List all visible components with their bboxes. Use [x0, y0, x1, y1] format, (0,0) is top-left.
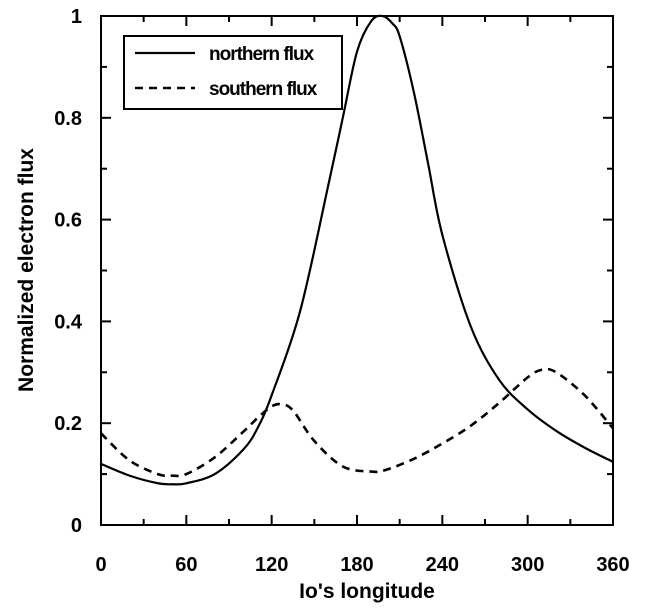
legend-label-northern: northern flux	[209, 44, 315, 65]
series-lines	[100, 14, 614, 486]
y-axis-title: Normalized electron flux	[15, 148, 38, 392]
y-tick-label: 0.2	[54, 413, 82, 435]
y-tick-label: 0	[71, 515, 82, 537]
x-tick-label: 60	[175, 554, 197, 576]
x-axis-title: Io's longitude	[299, 580, 435, 603]
series-line-northern	[100, 14, 614, 486]
legend-box	[123, 35, 343, 110]
series-line-southern	[100, 367, 614, 478]
x-tick-label: 120	[255, 554, 288, 576]
y-tick-label: 0.6	[54, 210, 82, 232]
x-tick-label: 180	[340, 554, 373, 576]
axes: 0 60 120 180 240 300 360 0 0.2 0.4 0.6 0.8 1	[54, 6, 630, 576]
legend-label-southern: southern flux	[209, 79, 318, 100]
y-tick-label: 1	[71, 6, 82, 28]
y-tick-label: 0.8	[54, 108, 82, 130]
legend: northern flux southern flux	[123, 35, 343, 110]
y-tick-label: 0.4	[54, 311, 83, 333]
x-tick-label: 300	[511, 554, 544, 576]
x-tick-label: 0	[95, 554, 106, 576]
x-tick-label: 240	[426, 554, 459, 576]
x-tick-label: 360	[596, 554, 629, 576]
